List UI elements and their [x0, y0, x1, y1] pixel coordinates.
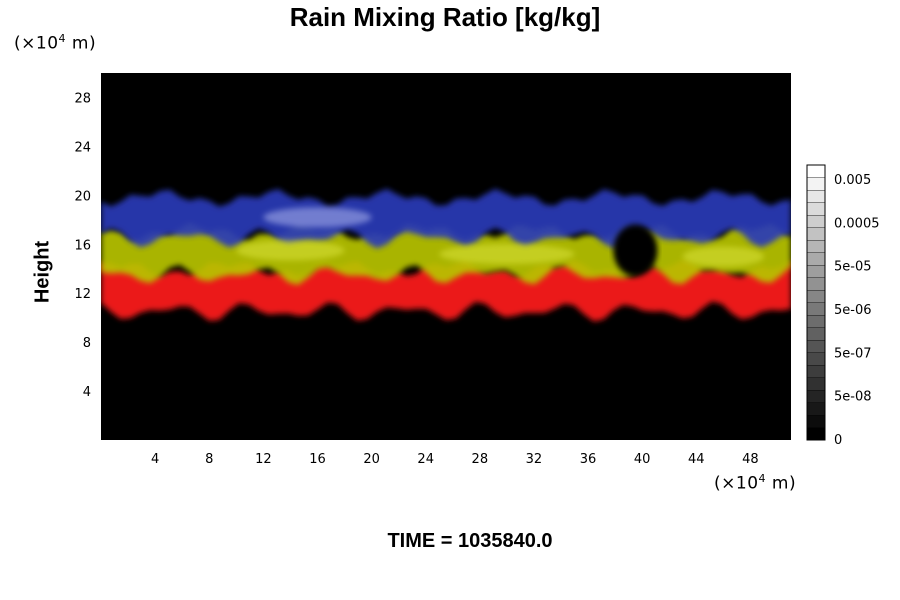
colorbar-level [806, 352, 826, 366]
rain-field [101, 188, 791, 322]
colorbar-level [806, 414, 826, 429]
colorbar-frame [806, 164, 826, 441]
colorbar-label: 5e-07 [834, 346, 872, 361]
x-tick-label: 44 [688, 452, 705, 467]
colorbar-level [806, 277, 826, 291]
x-tick-label: 20 [363, 452, 380, 467]
y-tick-labels: 4 8 12 16 20 24 28 [74, 91, 91, 400]
colorbar-level [806, 164, 826, 179]
y-tick-label: 4 [83, 385, 91, 400]
colorbar-level [806, 364, 826, 379]
x-axis-unit: (×104 m) [714, 472, 797, 494]
colorbar-level [806, 289, 826, 304]
colorbar-label: 0.0005 [834, 216, 880, 231]
x-tick-labels: 4 8 12 16 20 24 28 32 36 40 44 48 [151, 452, 759, 467]
x-tick-label: 40 [634, 452, 651, 467]
y-tick-label: 8 [83, 336, 91, 351]
chart-title: Rain Mixing Ratio [kg/kg] [289, 2, 601, 32]
colorbar-level [806, 239, 826, 254]
colorbar-level [806, 264, 826, 279]
time-label: TIME = 1035840.0 [387, 530, 553, 552]
colorbar-label: 0.005 [834, 173, 871, 188]
x-tick-label: 48 [742, 452, 759, 467]
x-tick-label: 12 [255, 452, 272, 467]
colorbar-level [806, 227, 826, 241]
colorbar-label: 5e-08 [834, 390, 872, 405]
rain-highlight [263, 207, 372, 228]
colorbar-level [806, 327, 826, 341]
colorbar-level [806, 202, 826, 216]
rain-gap [613, 224, 658, 277]
colorbar-label: 0 [834, 433, 842, 448]
colorbar-level [806, 189, 826, 204]
rain-highlight [682, 246, 764, 267]
colorbar-level [806, 402, 826, 416]
rain-layer [101, 188, 791, 249]
y-axis-unit: (×104 m) [14, 32, 97, 54]
colorbar-level [806, 252, 826, 266]
colorbar-level [806, 214, 826, 229]
x-tick-label: 8 [205, 452, 213, 467]
x-tick-label: 32 [526, 452, 543, 467]
y-tick-label: 16 [74, 238, 91, 253]
rain-highlight [439, 244, 575, 265]
x-tick-label: 16 [309, 452, 326, 467]
y-tick-label: 12 [74, 287, 91, 302]
colorbar-level [806, 177, 826, 191]
colorbar-level [806, 302, 826, 316]
x-tick-label: 4 [151, 452, 159, 467]
colorbar-level [806, 339, 826, 354]
x-tick-label: 28 [472, 452, 489, 467]
colorbar-level [806, 377, 826, 391]
y-tick-label: 20 [74, 189, 91, 204]
colorbar: 0.005 0.0005 5e-05 5e-06 5e-07 5e-08 0 [806, 164, 880, 448]
colorbar-level [806, 427, 826, 441]
rain-highlight [236, 240, 345, 261]
y-tick-label: 28 [74, 91, 91, 106]
y-tick-label: 24 [74, 140, 91, 155]
colorbar-label: 5e-06 [834, 303, 872, 318]
colorbar-level [806, 314, 826, 329]
x-tick-label: 36 [580, 452, 597, 467]
colorbar-label: 5e-05 [834, 260, 872, 275]
colorbar-level [806, 389, 826, 404]
x-tick-label: 24 [417, 452, 434, 467]
